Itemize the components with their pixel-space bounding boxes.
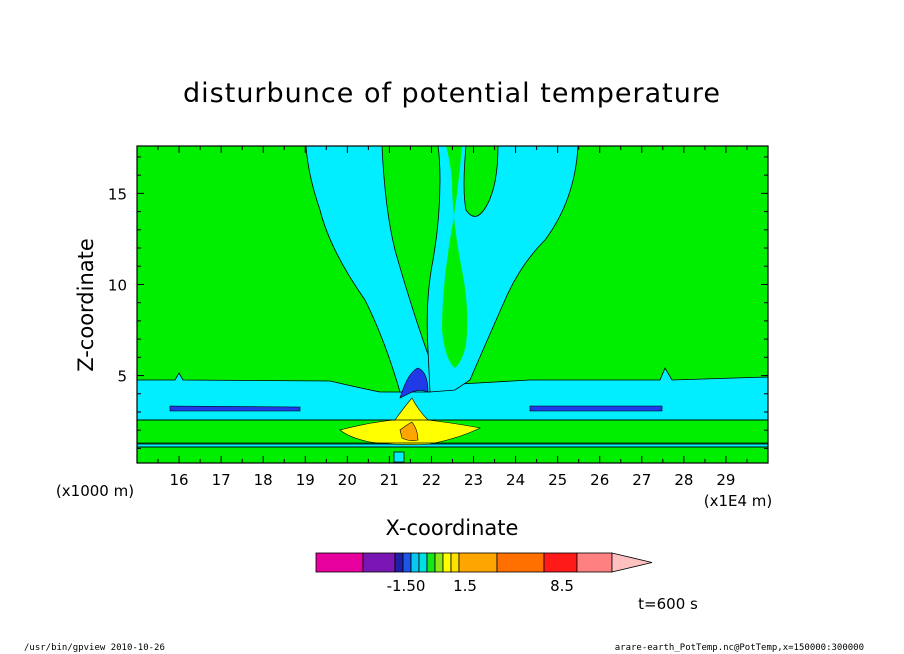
cyan-strip [137,443,768,448]
colorbar-segment [362,552,396,573]
x-tick-label: 28 [674,471,693,489]
axis-ticks [137,146,768,463]
colorbar-segment [402,552,412,573]
green-gap [442,146,468,368]
colorbar-segment [576,552,613,573]
y-tick-labels: 5 10 15 [108,185,127,385]
y-unit-label: (x1000 m) [56,482,134,500]
cyan-plume-left [305,146,431,393]
y-tick-label: 15 [108,185,127,203]
contour-fills [137,146,768,463]
x-tick-label: 26 [590,471,609,489]
x-tick-label: 16 [170,471,189,489]
colorbar-segment [315,552,364,573]
x-tick-label: 24 [506,471,525,489]
colorbar [315,552,653,573]
colorbar-label: 8.5 [550,577,574,595]
chart-title: disturbunce of potential temperature [183,78,721,109]
colorbar-segment [543,552,578,573]
blue-eye [399,367,429,399]
x-tick-label: 20 [338,471,357,489]
colorbar-segment [410,552,420,573]
blue-streak-right [529,405,663,412]
time-annotation: t=600 s [638,595,698,613]
x-tick-label: 19 [296,471,315,489]
colorbar-segment [442,552,452,573]
x-unit-label: (x1E4 m) [704,492,773,510]
colorbar-segment [450,552,460,573]
x-tick-label: 23 [464,471,483,489]
colorbar-segment [496,552,545,573]
orange-core [399,421,419,441]
blue-streak [169,405,301,412]
contour-lines [137,419,768,448]
footer-left: /usr/bin/gpview 2010-10-26 [24,643,165,653]
x-tick-labels: 16 17 18 19 20 21 22 23 24 25 26 27 28 29 [170,471,736,489]
x-tick-label: 22 [422,471,441,489]
x-tick-label: 25 [548,471,567,489]
footer-right: arare-earth_PotTemp.nc@PotTemp,x=150000:… [615,643,864,653]
x-tick-label: 17 [212,471,231,489]
colorbar-label: -1.50 [387,577,426,595]
x-tick-label: 21 [380,471,399,489]
colorbar-arrow [611,552,653,573]
colorbar-segment [426,552,436,573]
x-tick-label: 29 [716,471,735,489]
y-axis-title: Z-coordinate [74,238,98,372]
x-tick-label: 18 [254,471,273,489]
colorbar-label: 1.5 [453,577,477,595]
colorbar-segment [418,552,428,573]
y-tick-label: 5 [117,368,127,386]
x-axis-title: X-coordinate [386,516,519,540]
cyan-blob-bottom [393,451,405,463]
y-tick-label: 10 [108,276,127,294]
colorbar-segment [394,552,404,573]
colorbar-labels: -1.50 1.5 8.5 [387,577,574,595]
colorbar-segment [458,552,498,573]
colorbar-segment [434,552,444,573]
x-tick-label: 27 [632,471,651,489]
